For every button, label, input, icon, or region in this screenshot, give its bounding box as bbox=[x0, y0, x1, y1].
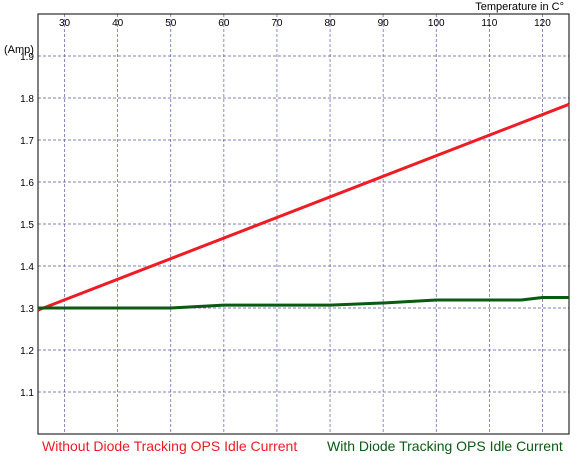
y-tick-label: 1.8 bbox=[20, 94, 34, 105]
x-tick-label: 90 bbox=[378, 18, 390, 29]
y-tick-label: 1.4 bbox=[20, 262, 34, 273]
y-tick-label: 1.3 bbox=[20, 304, 34, 315]
x-tick-label: 80 bbox=[324, 18, 336, 29]
x-tick-label: 30 bbox=[59, 18, 71, 29]
y-tick-label: 1.6 bbox=[20, 178, 34, 189]
y-tick-label: 1.7 bbox=[20, 136, 34, 147]
series-line-without-diode bbox=[37, 102, 570, 312]
legend-with-diode: With Diode Tracking OPS Idle Current bbox=[327, 438, 563, 454]
x-tick-label: 50 bbox=[165, 18, 177, 29]
x-tick-label: 70 bbox=[271, 18, 283, 29]
legend-without-diode: Without Diode Tracking OPS Idle Current bbox=[42, 438, 298, 454]
series-lines bbox=[37, 102, 570, 312]
x-tick-label: 40 bbox=[112, 18, 124, 29]
x-tick-labels: 30 40 50 60 70 80 90 100 110 120 bbox=[59, 18, 551, 29]
y-tick-label: 1.9 bbox=[20, 52, 34, 63]
x-tick-label: 60 bbox=[218, 18, 230, 29]
y-axis-label: (Amp) bbox=[4, 44, 34, 56]
x-tick-label: 110 bbox=[481, 18, 497, 29]
x-axis-label: Temperature in C° bbox=[475, 1, 564, 13]
x-tick-label: 120 bbox=[534, 18, 551, 29]
y-tick-label: 1.1 bbox=[20, 388, 34, 399]
plot-frame bbox=[37, 13, 570, 435]
y-tick-label: 1.2 bbox=[20, 346, 34, 357]
grid bbox=[38, 14, 569, 434]
series-line-with-diode bbox=[38, 296, 569, 310]
y-tick-label: 1.5 bbox=[20, 220, 34, 231]
x-tick-label: 100 bbox=[428, 18, 445, 29]
y-tick-labels: 1.1 1.2 1.3 1.4 1.5 1.6 1.7 1.8 1.9 bbox=[20, 52, 34, 399]
